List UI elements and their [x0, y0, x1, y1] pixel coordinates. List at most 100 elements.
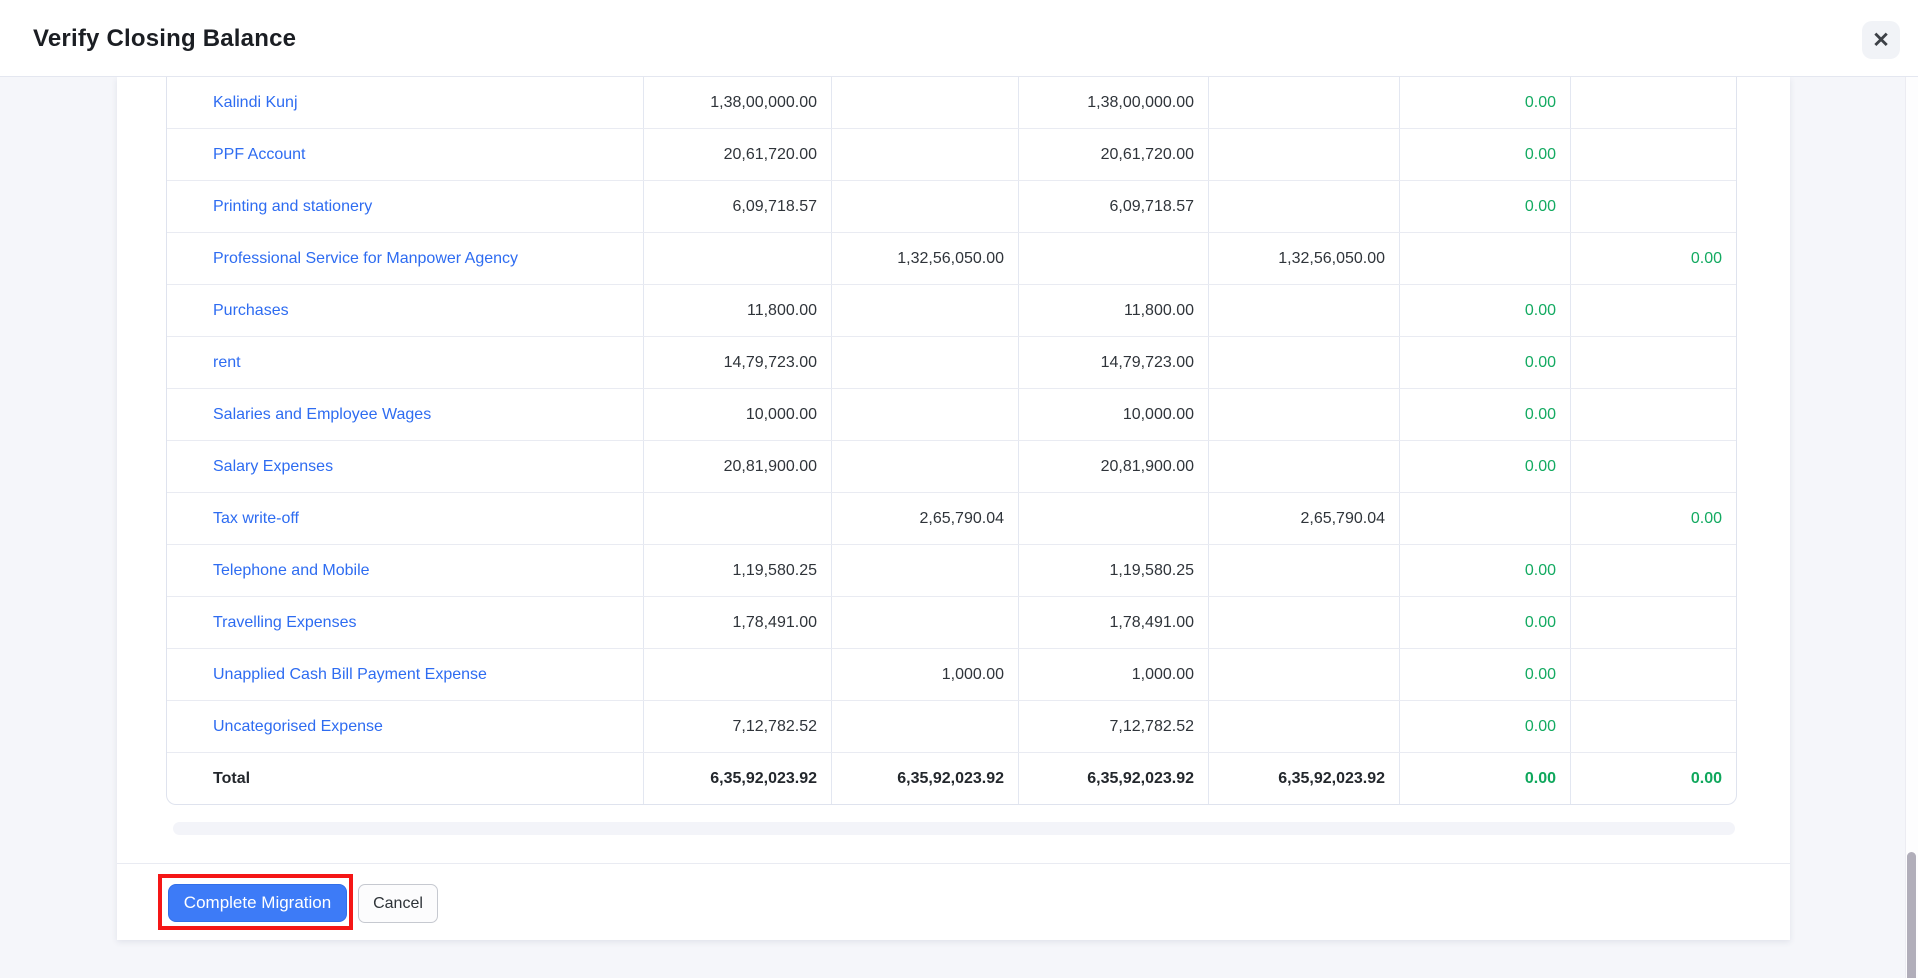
difference-cell: 0.00: [1399, 129, 1570, 180]
difference-cell: [1570, 441, 1736, 492]
account-name-cell: Kalindi Kunj: [167, 77, 643, 128]
table-row: Purchases 11,800.00 11,800.00 0.00: [167, 285, 1736, 337]
amount-cell: [1208, 77, 1399, 128]
amount-cell: [1208, 181, 1399, 232]
amount-cell: 1,78,491.00: [643, 597, 831, 648]
account-link[interactable]: Tax write-off: [213, 509, 299, 527]
amount-cell: 14,79,723.00: [1018, 337, 1208, 388]
footer-divider: [117, 863, 1790, 864]
account-link[interactable]: Kalindi Kunj: [213, 93, 298, 111]
difference-cell: 0.00: [1399, 389, 1570, 440]
table-row: PPF Account 20,61,720.00 20,61,720.00 0.00: [167, 129, 1736, 181]
amount-cell: 1,000.00: [1018, 649, 1208, 700]
account-link[interactable]: Unapplied Cash Bill Payment Expense: [213, 665, 487, 683]
table-row: Tax write-off 2,65,790.04 2,65,790.04 0.00: [167, 493, 1736, 545]
amount-cell: [831, 337, 1018, 388]
account-link[interactable]: Travelling Expenses: [213, 613, 357, 631]
modal-header: Verify Closing Balance ✕: [0, 0, 1918, 77]
amount-cell: [643, 649, 831, 700]
amount-cell: 1,38,00,000.00: [1018, 77, 1208, 128]
difference-cell: [1570, 337, 1736, 388]
table-row: Salary Expenses 20,81,900.00 20,81,900.00 0…: [167, 441, 1736, 493]
difference-cell: 0.00: [1399, 545, 1570, 596]
account-name-cell: Professional Service for Manpower Agency: [167, 233, 643, 284]
account-link[interactable]: rent: [213, 353, 241, 371]
account-name-cell: Printing and stationery: [167, 181, 643, 232]
amount-cell: [1208, 337, 1399, 388]
account-link[interactable]: Telephone and Mobile: [213, 561, 370, 579]
table-row: Travelling Expenses 1,78,491.00 1,78,491.0…: [167, 597, 1736, 649]
total-label: Total: [213, 769, 251, 787]
difference-cell: [1570, 181, 1736, 232]
difference-cell: [1570, 389, 1736, 440]
account-link[interactable]: Salaries and Employee Wages: [213, 405, 432, 423]
amount-cell: [1208, 129, 1399, 180]
amount-cell: [1208, 545, 1399, 596]
amount-cell: 2,65,790.04: [831, 493, 1018, 544]
vertical-scrollbar-track[interactable]: [1905, 77, 1918, 978]
amount-cell: 7,12,782.52: [643, 701, 831, 752]
total-row: Total 6,35,92,023.92 6,35,92,023.92 6,35,92…: [167, 753, 1736, 804]
amount-cell: 1,19,580.25: [1018, 545, 1208, 596]
amount-cell: 1,19,580.25: [643, 545, 831, 596]
account-name-cell: Travelling Expenses: [167, 597, 643, 648]
amount-cell: [1018, 493, 1208, 544]
amount-cell: 6,35,92,023.92: [1208, 753, 1399, 804]
amount-cell: [1208, 701, 1399, 752]
account-link[interactable]: PPF Account: [213, 145, 306, 163]
amount-cell: 1,32,56,050.00: [831, 233, 1018, 284]
vertical-scrollbar-thumb[interactable]: [1907, 852, 1916, 978]
amount-cell: 20,81,900.00: [643, 441, 831, 492]
amount-cell: 20,61,720.00: [643, 129, 831, 180]
content-card: Kalindi Kunj 1,38,00,000.00 1,38,00,000.00…: [117, 77, 1790, 940]
horizontal-scrollbar[interactable]: [173, 822, 1735, 835]
difference-cell: 0.00: [1570, 753, 1736, 804]
amount-cell: 11,800.00: [643, 285, 831, 336]
amount-cell: 10,000.00: [643, 389, 831, 440]
difference-cell: [1570, 77, 1736, 128]
complete-migration-button[interactable]: Complete Migration: [168, 884, 347, 922]
amount-cell: 6,35,92,023.92: [643, 753, 831, 804]
account-link[interactable]: Printing and stationery: [213, 197, 373, 215]
difference-cell: [1399, 233, 1570, 284]
amount-cell: [1208, 441, 1399, 492]
amount-cell: 6,35,92,023.92: [831, 753, 1018, 804]
difference-cell: 0.00: [1399, 337, 1570, 388]
difference-cell: 0.00: [1399, 701, 1570, 752]
difference-cell: [1399, 493, 1570, 544]
amount-cell: 10,000.00: [1018, 389, 1208, 440]
table-row: Professional Service for Manpower Agency…: [167, 233, 1736, 285]
account-link[interactable]: Professional Service for Manpower Agency: [213, 249, 519, 267]
close-icon: ✕: [1872, 28, 1890, 52]
amount-cell: [831, 441, 1018, 492]
amount-cell: [831, 129, 1018, 180]
difference-cell: [1570, 129, 1736, 180]
difference-cell: 0.00: [1570, 233, 1736, 284]
account-link[interactable]: Purchases: [213, 301, 289, 319]
table-row: Kalindi Kunj 1,38,00,000.00 1,38,00,000.00…: [167, 77, 1736, 129]
difference-cell: [1570, 597, 1736, 648]
table-row: Salaries and Employee Wages 10,000.00 10,0…: [167, 389, 1736, 441]
account-name-cell: Salary Expenses: [167, 441, 643, 492]
difference-cell: 0.00: [1570, 493, 1736, 544]
amount-cell: 2,65,790.04: [1208, 493, 1399, 544]
amount-cell: [643, 233, 831, 284]
account-link[interactable]: Salary Expenses: [213, 457, 334, 475]
difference-cell: 0.00: [1399, 597, 1570, 648]
close-button[interactable]: ✕: [1862, 21, 1900, 59]
difference-cell: 0.00: [1399, 753, 1570, 804]
amount-cell: 7,12,782.52: [1018, 701, 1208, 752]
amount-cell: [831, 181, 1018, 232]
account-link[interactable]: Uncategorised Expense: [213, 717, 383, 735]
cancel-button[interactable]: Cancel: [358, 884, 438, 923]
amount-cell: [1208, 649, 1399, 700]
amount-cell: [831, 285, 1018, 336]
table-row: Unapplied Cash Bill Payment Expense 1,000…: [167, 649, 1736, 701]
amount-cell: 11,800.00: [1018, 285, 1208, 336]
amount-cell: 14,79,723.00: [643, 337, 831, 388]
amount-cell: 6,09,718.57: [643, 181, 831, 232]
amount-cell: [831, 545, 1018, 596]
amount-cell: [831, 389, 1018, 440]
account-name-cell: Uncategorised Expense: [167, 701, 643, 752]
